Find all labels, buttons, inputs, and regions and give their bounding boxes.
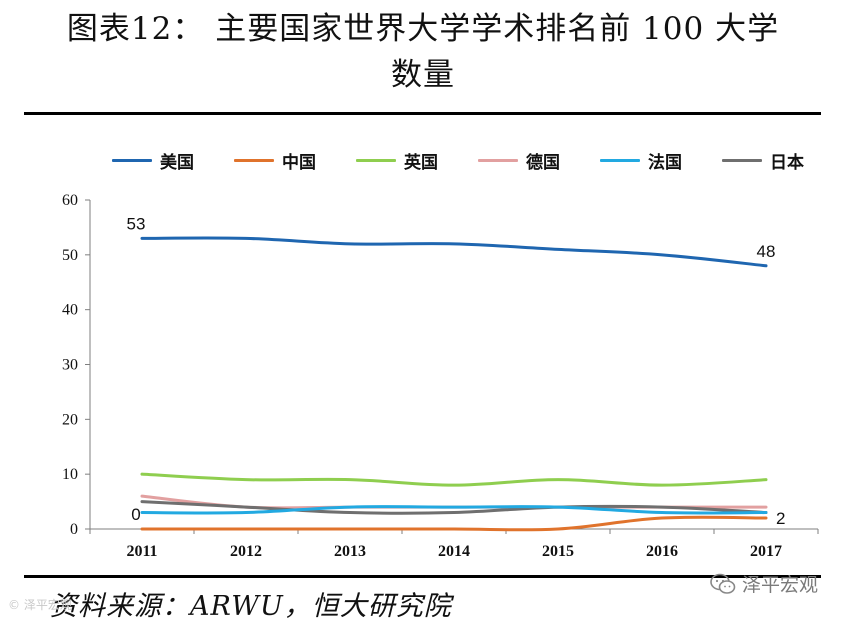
legend-swatch <box>722 158 762 162</box>
series-point <box>453 484 455 486</box>
series-line-5 <box>140 500 768 515</box>
x-tick-label: 2013 <box>334 543 366 560</box>
legend-label: 中国 <box>282 152 316 173</box>
series-line-1 <box>140 515 768 532</box>
series-point <box>557 506 559 508</box>
series-point <box>661 484 663 486</box>
series-point <box>661 254 663 256</box>
series-point <box>349 243 351 245</box>
chart-title-line1: 图表12： 主要国家世界大学学术排名前 100 大学 <box>66 11 780 47</box>
chart-legend: 美国 中国 英国 德国 法国 日本 <box>112 146 844 174</box>
top-divider <box>24 112 821 115</box>
legend-item: 中国 <box>234 148 316 173</box>
legend-label: 日本 <box>770 152 804 173</box>
bottom-divider <box>24 575 821 578</box>
series-point <box>349 528 351 530</box>
data-label: 53 <box>127 214 146 233</box>
legend-item: 美国 <box>112 148 194 173</box>
x-tick-label: 2014 <box>438 543 470 560</box>
series-point <box>453 506 455 508</box>
series-line-4 <box>140 505 768 515</box>
x-tick-label: 2017 <box>750 543 782 560</box>
y-tick-label: 50 <box>62 247 78 264</box>
series-point <box>141 495 143 497</box>
chart-title-line2: 数量 <box>391 57 455 93</box>
series-point <box>557 248 559 250</box>
x-tick-label: 2011 <box>126 543 157 560</box>
legend-label: 英国 <box>404 152 438 173</box>
series-point <box>245 506 247 508</box>
data-label: 2 <box>776 509 785 528</box>
series-line-0 <box>140 236 768 268</box>
legend-swatch <box>112 158 152 162</box>
series-point <box>349 506 351 508</box>
series-point <box>661 511 663 513</box>
source-note: 资料来源：ARWU，恒大研究院 <box>50 591 452 622</box>
series-point <box>141 511 143 513</box>
legend-swatch <box>478 158 518 162</box>
legend-item: 德国 <box>478 148 560 173</box>
series-point <box>453 528 455 530</box>
watermark: 泽平宏观 <box>710 570 818 597</box>
series-point <box>245 237 247 239</box>
series-point <box>141 500 143 502</box>
series-point <box>661 517 663 519</box>
series-point <box>349 478 351 480</box>
series-point <box>765 478 767 480</box>
series-point <box>141 473 143 475</box>
data-label: 0 <box>131 505 140 524</box>
legend-label: 法国 <box>648 152 682 173</box>
y-tick-label: 40 <box>62 302 78 319</box>
series-line-2 <box>140 472 768 487</box>
series-point <box>453 511 455 513</box>
wechat-icon <box>710 573 736 594</box>
series-point <box>765 506 767 508</box>
y-tick-label: 0 <box>70 521 78 538</box>
legend-swatch <box>356 158 396 162</box>
legend-swatch <box>600 158 640 162</box>
series-point <box>557 478 559 480</box>
series-point <box>453 243 455 245</box>
series-point <box>661 506 663 508</box>
data-label: 48 <box>757 242 776 261</box>
legend-swatch <box>234 158 274 162</box>
y-tick-label: 10 <box>62 466 78 483</box>
legend-label: 美国 <box>160 152 194 173</box>
series-point <box>765 517 767 519</box>
series-point <box>245 528 247 530</box>
y-tick-label: 60 <box>62 192 78 209</box>
x-tick-label: 2015 <box>542 543 574 560</box>
series-point <box>245 478 247 480</box>
y-tick-label: 30 <box>62 357 78 374</box>
series-point <box>765 265 767 267</box>
x-tick-label: 2012 <box>230 543 262 560</box>
legend-label: 德国 <box>526 152 560 173</box>
series-point <box>245 511 247 513</box>
watermark-text: 泽平宏观 <box>741 574 818 596</box>
chart-title: 图表12： 主要国家世界大学学术排名前 100 大学 数量 <box>0 6 846 98</box>
legend-item: 日本 <box>722 148 804 173</box>
series-point <box>557 528 559 530</box>
corner-watermark: © 泽平宏观 <box>8 598 72 612</box>
y-tick-label: 20 <box>62 411 78 428</box>
legend-item: 法国 <box>600 148 682 173</box>
x-tick-label: 2016 <box>646 543 678 560</box>
series-point <box>765 511 767 513</box>
series-point <box>141 528 143 530</box>
legend-item: 英国 <box>356 148 438 173</box>
series-point <box>141 237 143 239</box>
series-point <box>349 511 351 513</box>
